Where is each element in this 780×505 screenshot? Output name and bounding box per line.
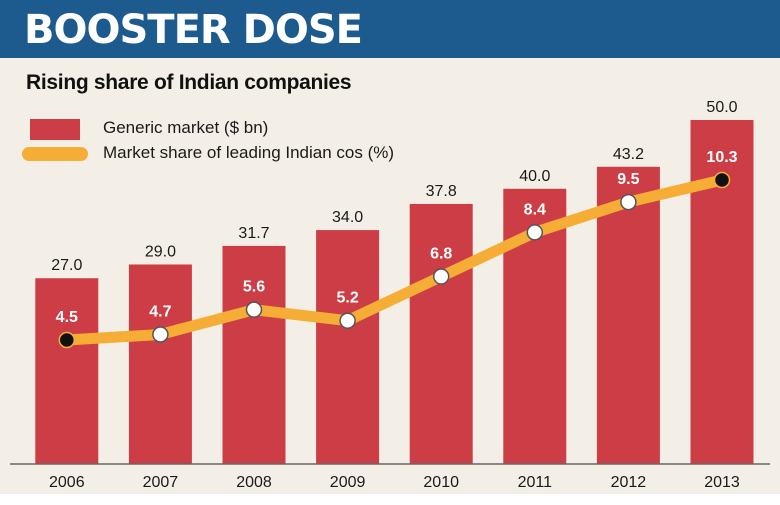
x-tick-label-2010: 2010	[423, 474, 459, 491]
line-value-label-2013: 10.3	[706, 149, 737, 166]
bar-value-label-2010: 37.8	[426, 183, 457, 200]
line-point-2008	[245, 301, 263, 318]
legend-swatch-market-share	[22, 147, 88, 161]
line-value-label-2008: 5.6	[243, 279, 265, 296]
line-point-2012	[620, 193, 637, 211]
x-tick-label-2011: 2011	[518, 474, 553, 491]
chart-subtitle: Rising share of Indian companies	[26, 71, 352, 94]
line-value-label-2012: 9.5	[617, 171, 639, 188]
bar-2013	[690, 120, 754, 464]
bar-2012	[596, 166, 660, 464]
bar-2006	[35, 278, 99, 464]
bottom-border	[0, 494, 780, 505]
line-value-label-2007: 4.7	[149, 303, 171, 320]
bar-2007	[128, 264, 192, 464]
legend-swatch-generic-market	[30, 119, 80, 140]
x-tick-label-2008: 2008	[236, 474, 272, 491]
title-banner: BOOSTER DOSE	[0, 0, 780, 58]
line-value-label-2011: 8.4	[524, 201, 546, 218]
line-point-2011	[526, 224, 544, 241]
legend-label-generic-market: Generic market ($ bn)	[103, 118, 269, 137]
x-tick-label-2007: 2007	[143, 474, 179, 491]
line-point-2009	[339, 312, 356, 329]
bar-2010	[409, 203, 473, 464]
bar-value-label-2012: 43.2	[613, 146, 644, 163]
line-point-2010	[432, 268, 450, 285]
x-tick-label-2013: 2013	[704, 474, 740, 491]
bar-value-label-2008: 31.7	[238, 225, 269, 242]
x-tick-label-2009: 2009	[330, 474, 366, 491]
legend-label-market-share: Market share of leading Indian cos (%)	[103, 143, 395, 162]
line-value-label-2009: 5.2	[336, 290, 358, 307]
bar-value-label-2009: 34.0	[332, 209, 363, 226]
x-tick-label-2006: 2006	[49, 474, 85, 491]
bar-value-label-2007: 29.0	[145, 243, 176, 260]
market-share-line	[61, 174, 728, 346]
bar-2009	[316, 230, 380, 464]
chart-title: BOOSTER DOSE	[24, 7, 363, 53]
line-point-2007	[152, 326, 169, 343]
x-tick-label-2012: 2012	[611, 474, 647, 491]
bar-value-label-2011: 40.0	[519, 168, 550, 185]
line-value-label-2010: 6.8	[430, 246, 452, 263]
bar-value-label-2006: 27.0	[51, 257, 82, 274]
line-point-2013	[713, 171, 731, 189]
line-value-label-2006: 4.5	[56, 309, 78, 326]
bar-2008	[222, 245, 286, 464]
bar-value-label-2013: 50.0	[706, 99, 737, 116]
line-point-2006	[58, 331, 76, 349]
